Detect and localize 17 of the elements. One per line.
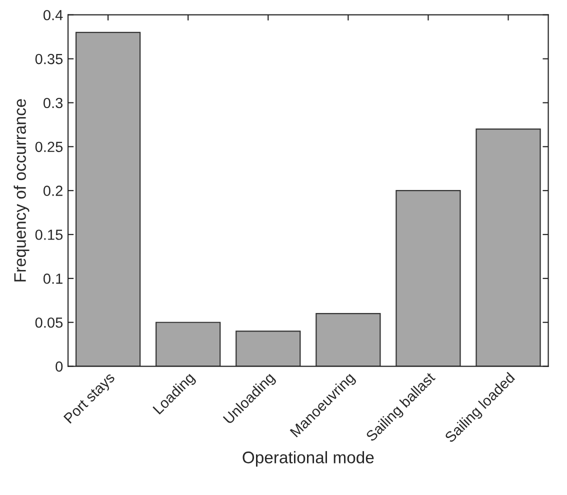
y-tick-label: 0.2 <box>43 186 62 196</box>
x-axis-title: Operational mode <box>242 451 374 467</box>
y-tick-label: 0.3 <box>43 98 63 108</box>
y-axis-title: Frequency of occurrance <box>14 99 30 282</box>
bar <box>236 330 301 366</box>
bar <box>476 128 541 366</box>
bar <box>396 190 461 366</box>
y-tick-label: 0.25 <box>35 142 63 152</box>
y-tick-label: 0.35 <box>35 54 63 64</box>
y-tick-label: 0.1 <box>43 274 62 284</box>
bar <box>75 32 141 366</box>
bar <box>156 322 221 366</box>
y-tick-label: 0 <box>56 361 63 372</box>
y-tick-label: 0.15 <box>35 230 63 240</box>
bar <box>316 313 381 366</box>
y-tick-label: 0.05 <box>35 317 63 328</box>
y-tick-label: 0.4 <box>43 10 63 20</box>
